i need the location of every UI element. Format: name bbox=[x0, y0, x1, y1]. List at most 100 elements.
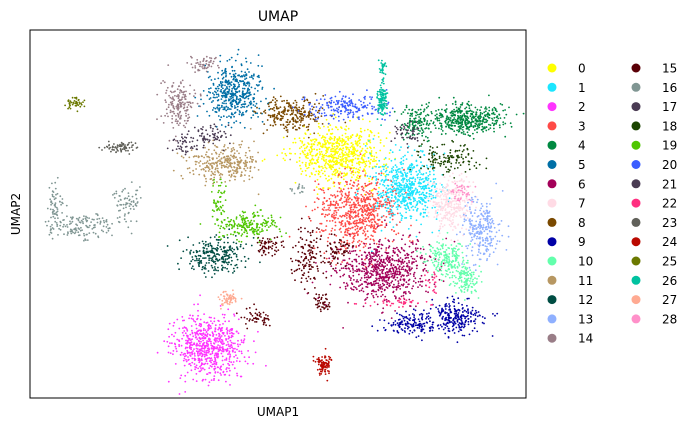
point bbox=[361, 204, 364, 207]
point bbox=[189, 314, 192, 317]
point bbox=[495, 123, 497, 125]
point bbox=[344, 267, 347, 270]
point bbox=[434, 210, 437, 213]
point bbox=[197, 303, 199, 306]
point bbox=[351, 250, 353, 253]
point bbox=[384, 262, 387, 265]
point bbox=[409, 117, 411, 120]
point bbox=[317, 183, 320, 186]
point bbox=[447, 199, 450, 201]
point bbox=[234, 59, 237, 62]
point bbox=[466, 217, 469, 220]
point bbox=[207, 329, 209, 332]
point bbox=[406, 262, 408, 265]
point bbox=[364, 199, 367, 202]
point bbox=[195, 350, 198, 353]
point bbox=[234, 75, 237, 78]
point bbox=[236, 374, 239, 377]
point bbox=[461, 104, 463, 106]
point bbox=[468, 104, 471, 107]
point bbox=[510, 125, 513, 128]
point bbox=[476, 131, 478, 134]
point bbox=[339, 181, 342, 184]
point bbox=[314, 208, 316, 211]
point bbox=[468, 333, 471, 336]
point bbox=[370, 192, 373, 194]
point bbox=[400, 157, 403, 160]
point bbox=[200, 352, 203, 355]
point bbox=[276, 99, 278, 102]
point bbox=[328, 142, 330, 145]
point bbox=[218, 346, 221, 349]
point bbox=[214, 324, 217, 327]
point bbox=[359, 249, 361, 252]
point bbox=[361, 188, 364, 191]
point bbox=[349, 135, 352, 138]
point bbox=[210, 320, 212, 322]
point bbox=[327, 160, 330, 163]
point bbox=[461, 114, 464, 117]
point bbox=[344, 167, 346, 170]
point bbox=[239, 343, 242, 346]
point bbox=[440, 128, 443, 131]
point bbox=[178, 343, 181, 346]
point bbox=[461, 199, 464, 202]
point bbox=[330, 265, 333, 267]
point bbox=[398, 181, 400, 184]
point bbox=[502, 109, 505, 112]
point bbox=[190, 369, 193, 372]
point bbox=[436, 214, 438, 217]
point bbox=[431, 112, 433, 115]
point bbox=[219, 349, 222, 351]
point bbox=[424, 187, 426, 190]
point bbox=[189, 355, 192, 357]
point bbox=[362, 159, 365, 162]
point bbox=[228, 358, 231, 360]
point bbox=[309, 133, 312, 136]
point bbox=[447, 219, 449, 221]
point bbox=[444, 198, 447, 201]
point bbox=[474, 125, 477, 128]
point bbox=[268, 105, 270, 108]
point bbox=[414, 281, 417, 284]
point bbox=[353, 201, 355, 204]
point bbox=[413, 189, 416, 192]
point bbox=[370, 226, 372, 229]
point bbox=[396, 182, 398, 185]
point bbox=[399, 206, 402, 209]
point bbox=[465, 189, 468, 192]
point bbox=[403, 274, 405, 277]
point bbox=[453, 130, 456, 133]
point bbox=[331, 144, 333, 147]
point bbox=[390, 273, 392, 275]
point bbox=[275, 103, 277, 106]
point bbox=[394, 279, 397, 281]
point bbox=[401, 184, 403, 187]
point bbox=[286, 124, 289, 126]
point bbox=[231, 100, 234, 103]
point bbox=[319, 188, 322, 190]
point bbox=[235, 360, 238, 362]
point bbox=[282, 157, 285, 160]
point bbox=[380, 192, 382, 195]
point bbox=[280, 119, 282, 121]
point bbox=[327, 236, 330, 239]
point bbox=[365, 151, 368, 154]
point bbox=[212, 96, 215, 99]
point bbox=[463, 180, 465, 182]
point bbox=[377, 178, 380, 181]
point bbox=[279, 95, 282, 98]
point bbox=[370, 158, 372, 161]
point bbox=[382, 189, 385, 192]
point bbox=[437, 192, 440, 195]
point bbox=[210, 365, 213, 368]
point bbox=[212, 107, 215, 109]
point bbox=[492, 111, 495, 114]
point bbox=[363, 268, 365, 271]
point bbox=[413, 117, 416, 120]
point bbox=[187, 341, 189, 343]
point bbox=[366, 278, 369, 281]
point bbox=[421, 129, 424, 132]
point bbox=[345, 217, 348, 219]
point bbox=[237, 98, 240, 101]
